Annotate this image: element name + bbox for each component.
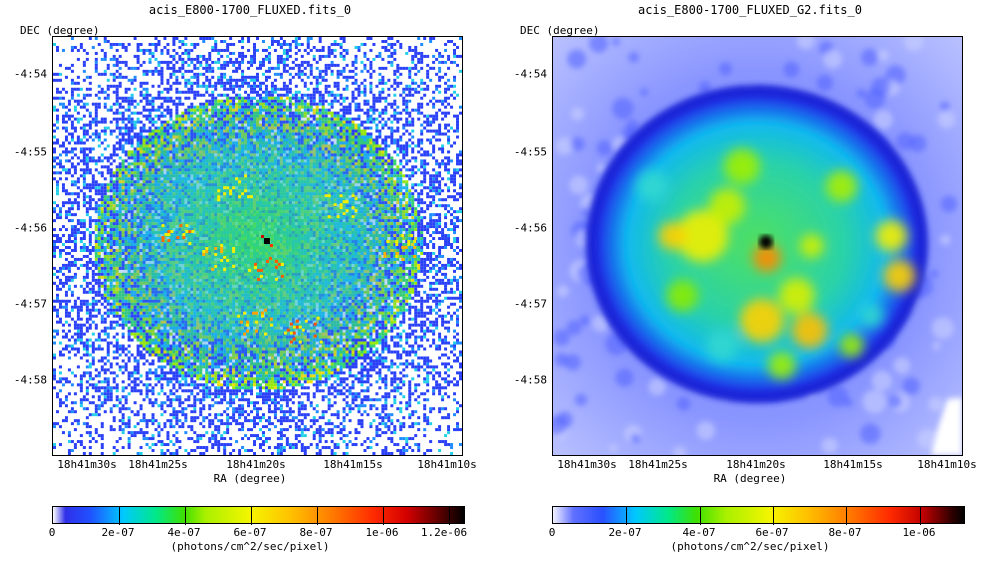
right-colorbar-label: 2e-07: [608, 526, 642, 539]
right-colorbar-units: (photons/cm^2/sec/pixel): [670, 540, 830, 553]
right-x-tick: 18h41m10s: [917, 458, 977, 471]
left-colorbar-units: (photons/cm^2/sec/pixel): [170, 540, 330, 553]
left-x-tick: 18h41m30s: [57, 458, 117, 471]
left-raw-image-canvas[interactable]: [53, 37, 462, 455]
left-x-tick: 18h41m20s: [226, 458, 286, 471]
right-colorbar-tick: [773, 507, 774, 525]
right-y-axis-label: DEC (degree): [520, 24, 600, 37]
left-y-tick: -4:56: [13, 221, 47, 235]
left-colorbar-tick: [185, 507, 186, 525]
right-colorbar-label: 4e-07: [682, 526, 716, 539]
right-x-tick: 18h41m15s: [823, 458, 883, 471]
left-x-tick: 18h41m15s: [323, 458, 383, 471]
right-colorbar-tick: [626, 507, 627, 525]
left-colorbar-label: 1.2e-06: [420, 526, 468, 539]
left-colorbar[interactable]: [52, 506, 465, 525]
left-colorbar-tick: [383, 507, 384, 525]
right-y-tick: -4:55: [513, 145, 547, 159]
right-smoothed-image[interactable]: [552, 36, 963, 456]
right-y-tick: -4:54: [513, 67, 547, 81]
left-colorbar-label: 1e-06: [365, 526, 399, 539]
right-colorbar-label: 0: [548, 526, 556, 539]
right-x-tick: 18h41m30s: [557, 458, 617, 471]
right-y-tick: -4:56: [513, 221, 547, 235]
right-colorbar[interactable]: [552, 506, 965, 525]
left-y-tick: -4:55: [13, 145, 47, 159]
left-panel: acis_E800-1700_FLUXED.fits_0 DEC (degree…: [13, 3, 477, 553]
right-image-title: acis_E800-1700_FLUXED_G2.fits_0: [638, 3, 862, 17]
left-colorbar-label: 4e-07: [167, 526, 201, 539]
left-colorbar-tick: [449, 507, 450, 525]
right-colorbar-tick: [700, 507, 701, 525]
right-x-axis-label: RA (degree): [713, 472, 787, 485]
right-colorbar-label: 8e-07: [828, 526, 862, 539]
right-colorbar-label: 1e-06: [902, 526, 936, 539]
right-colorbar-tick: [846, 507, 847, 525]
right-x-tick: 18h41m20s: [726, 458, 786, 471]
left-x-tick: 18h41m10s: [417, 458, 477, 471]
left-y-tick: -4:57: [13, 297, 47, 311]
left-x-axis-label: RA (degree): [213, 472, 287, 485]
right-colorbar-tick: [920, 507, 921, 525]
right-smoothed-image-canvas[interactable]: [553, 37, 962, 455]
right-x-tick: 18h41m25s: [628, 458, 688, 471]
left-colorbar-label: 8e-07: [299, 526, 333, 539]
left-colorbar-tick: [119, 507, 120, 525]
left-raw-image[interactable]: [52, 36, 463, 456]
left-y-tick: -4:54: [13, 67, 47, 81]
right-panel: acis_E800-1700_FLUXED_G2.fits_0 DEC (deg…: [500, 0, 1000, 576]
left-y-axis-label: DEC (degree): [20, 24, 100, 37]
left-x-tick: 18h41m25s: [128, 458, 188, 471]
left-colorbar-label: 2e-07: [101, 526, 135, 539]
left-image-title: acis_E800-1700_FLUXED.fits_0: [148, 3, 352, 17]
right-y-tick: -4:58: [513, 373, 547, 387]
left-colorbar-label: 6e-07: [233, 526, 267, 539]
left-colorbar-label: 0: [48, 526, 56, 539]
right-colorbar-label: 6e-07: [755, 526, 789, 539]
left-colorbar-tick: [317, 507, 318, 525]
left-colorbar-tick: [251, 507, 252, 525]
left-y-tick: -4:58: [13, 373, 47, 387]
right-y-tick: -4:57: [513, 297, 547, 311]
